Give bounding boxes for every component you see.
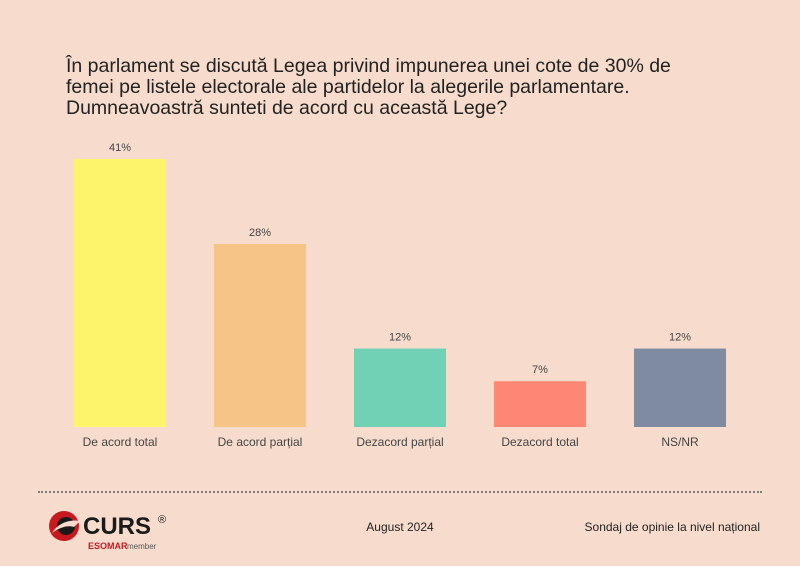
bar-4	[494, 381, 586, 427]
data-label-3: 12%	[389, 332, 411, 344]
bar-5	[634, 348, 726, 427]
data-label-2: 28%	[249, 227, 271, 239]
bar-chart: 41% De acord total 28% De acord parțial 12% D…	[74, 142, 726, 449]
category-label-3: Dezacord parțial	[356, 435, 443, 449]
bar-2	[214, 243, 306, 427]
logo-registered: ®	[158, 514, 166, 526]
data-label-5: 12%	[669, 332, 691, 344]
footer-divider	[38, 491, 762, 493]
category-label-4: Dezacord total	[501, 435, 578, 449]
category-label-1: De acord total	[83, 435, 158, 449]
chart-title: În parlament se discută Legea privind im…	[66, 56, 756, 119]
category-label-5: NS/NR	[661, 435, 699, 449]
curs-logo-icon: CURS ® ESOMAR member	[49, 511, 166, 551]
bar-3	[354, 348, 446, 427]
logo-member: member	[127, 542, 157, 551]
title-line-2: femei pe listele electorale ale partidel…	[66, 76, 630, 98]
logo-text: CURS	[83, 513, 151, 540]
data-label-4: 7%	[532, 364, 548, 376]
footer-note: Sondaj de opinie la nivel național	[584, 520, 760, 534]
category-label-2: De acord parțial	[218, 435, 303, 449]
logo-esomar: ESOMAR	[88, 541, 128, 551]
title-line-1: În parlament se discută Legea privind im…	[66, 55, 671, 77]
bar-1	[74, 159, 166, 427]
footer-date: August 2024	[366, 520, 434, 534]
logo-swoosh	[52, 520, 80, 533]
data-label-1: 41%	[109, 142, 131, 154]
title-line-3: Dumneavoastră sunteti de acord cu aceast…	[66, 97, 508, 119]
